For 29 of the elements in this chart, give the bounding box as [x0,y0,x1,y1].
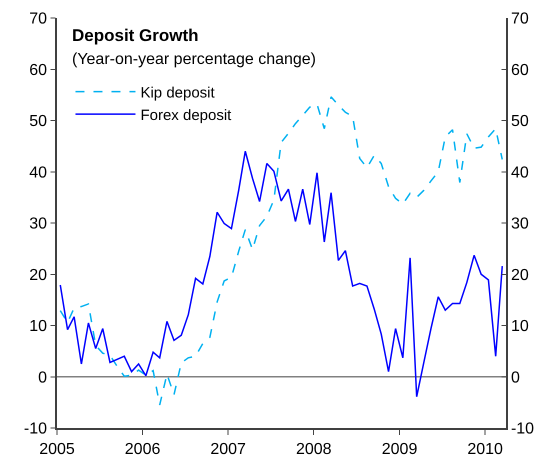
y2-tick-label: 50 [29,113,48,130]
y2-tick-label: 40 [29,164,48,182]
y2-tick-label: 30 [29,216,48,233]
y2-tick-label: 10 [29,318,48,336]
x-tick-label: 2005 [39,440,75,458]
y-tick-label: 70 [510,10,529,28]
x-tick-label: 2009 [382,440,418,458]
text: (Year-on-year percentage change) [72,51,316,68]
y-tick-label: 60 [510,62,529,79]
y2-tick-label: 0 [38,369,48,386]
y2-tick-label: 70 [29,10,48,28]
x-tick-label: 2010 [467,440,504,458]
y-tick-label: 20 [510,266,529,284]
y-tick-label: 10 [510,318,529,336]
y-tick-label: 30 [510,216,529,233]
x-tick-label: 2007 [210,440,246,458]
y-tick-label: 0 [510,369,520,386]
y2-tick-label: 60 [29,62,48,79]
y-tick-label: -10 [510,420,534,438]
y-tick-label: 50 [510,113,529,130]
y2-tick-label: 20 [29,266,48,284]
y-tick-label: 40 [510,164,529,182]
x-tick-label: 2008 [296,440,332,458]
y2-tick-label: -10 [24,420,48,438]
x-tick-label: 2006 [124,440,160,458]
line-series [60,150,503,398]
legend-label: Forex deposit [140,107,232,124]
legend-label: Kip deposit [140,84,216,102]
text: Deposit Growth [72,26,199,45]
